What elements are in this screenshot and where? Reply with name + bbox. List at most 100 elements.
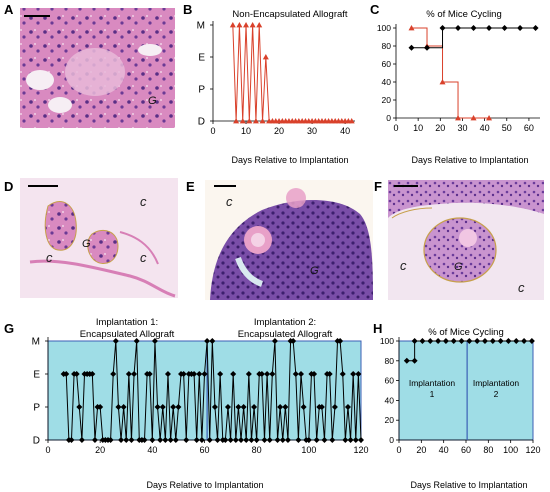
chart-b-xlabel: Days Relative to Implantation [231, 155, 348, 165]
data-point [239, 118, 246, 124]
data-point [279, 437, 286, 443]
data-point [236, 22, 243, 28]
data-point [229, 22, 236, 28]
y-tick-label: D [198, 117, 205, 128]
data-point [350, 371, 357, 377]
label-cyst-e: c [226, 194, 233, 209]
y-tick-label: 60 [382, 59, 392, 69]
data-point [295, 437, 302, 443]
data-point [497, 338, 504, 344]
data-point [149, 437, 156, 443]
data-point [167, 437, 174, 443]
data-point [172, 437, 179, 443]
data-point [91, 437, 98, 443]
x-tick-label: 0 [45, 445, 50, 455]
x-tick-label: 0 [396, 445, 401, 455]
chart-h-annot-1: Implantation [409, 378, 456, 388]
data-point [318, 404, 325, 410]
data-point [68, 437, 75, 443]
panel-b: B Non-Encapsulated Allograft 0 10 20 30 40 D P… [183, 2, 355, 165]
x-tick-label: 60 [524, 123, 534, 133]
data-point [439, 79, 446, 85]
x-tick-label: 10 [241, 126, 251, 136]
data-point [141, 437, 148, 443]
panel-letter-b: B [183, 2, 192, 17]
data-point [505, 338, 512, 344]
panel-letter-f: F [374, 179, 382, 194]
x-tick-label: 60 [461, 445, 471, 455]
data-point [348, 118, 355, 124]
x-tick-label: 120 [525, 445, 540, 455]
data-point [245, 371, 252, 377]
panel-letter-c: C [370, 2, 380, 17]
data-point [258, 371, 265, 377]
data-point [313, 437, 320, 443]
x-tick-label: 50 [502, 123, 512, 133]
micrograph-d: c c G c [20, 178, 178, 298]
data-point [76, 404, 83, 410]
data-point [159, 404, 166, 410]
panel-letter-g: G [4, 321, 14, 336]
x-tick-label: 40 [147, 445, 157, 455]
data-point [63, 371, 70, 377]
data-point [204, 338, 211, 344]
data-point [193, 437, 200, 443]
data-point [517, 25, 524, 31]
data-point [198, 437, 205, 443]
data-point [243, 437, 250, 443]
data-point [251, 404, 258, 410]
data-point [264, 371, 271, 377]
data-point [489, 338, 496, 344]
data-point [486, 25, 493, 31]
x-tick-label: 20 [435, 123, 445, 133]
data-point [240, 404, 247, 410]
panel-letter-h: H [373, 321, 382, 336]
panel-d: D c c G c [4, 178, 178, 298]
plot-area [398, 340, 534, 441]
data-point [206, 437, 213, 443]
data-point [125, 371, 132, 377]
chart-h-xlabel: Days Relative to Implantation [410, 480, 527, 490]
data-point [154, 404, 161, 410]
data-point [191, 371, 198, 377]
label-cyst-d-1: c [140, 194, 147, 209]
chart-h: 0 20 40 60 80 100 120 0 20 40 60 80 100 [380, 336, 541, 455]
data-point [201, 371, 208, 377]
label-cyst-d-2: c [46, 250, 53, 265]
data-point [256, 22, 263, 28]
label-graft-f: G [454, 261, 463, 273]
chart-g-annot-2: Encapsulated Allograft [80, 329, 175, 340]
x-tick-label: 40 [480, 123, 490, 133]
y-tick-label: P [198, 85, 205, 96]
x-tick-label: 60 [199, 445, 209, 455]
data-point [249, 22, 256, 28]
y-tick-label: E [33, 370, 40, 381]
data-point [403, 357, 410, 364]
data-point [120, 404, 127, 410]
data-point [252, 118, 259, 124]
data-point [227, 437, 234, 443]
data-point [326, 371, 333, 377]
data-point [455, 25, 462, 31]
data-point [217, 371, 224, 377]
data-point [442, 338, 449, 344]
data-point [238, 437, 245, 443]
data-point [347, 437, 354, 443]
data-point [408, 44, 415, 51]
y-tick-label: 0 [389, 435, 394, 445]
data-point [230, 371, 237, 377]
data-point [110, 371, 117, 377]
y-tick-label: 40 [385, 395, 395, 405]
chart-b-title: Non-Encapsulated Allograft [232, 9, 347, 20]
data-point [292, 371, 299, 377]
x-tick-label: 20 [95, 445, 105, 455]
data-point [133, 338, 140, 344]
chart-c-title: % of Mice Cycling [426, 9, 502, 20]
data-point [196, 371, 203, 377]
data-point [298, 371, 305, 377]
data-point [513, 338, 520, 344]
data-point [305, 437, 312, 443]
data-point [344, 404, 351, 410]
data-point [458, 338, 465, 344]
data-point [89, 371, 96, 377]
